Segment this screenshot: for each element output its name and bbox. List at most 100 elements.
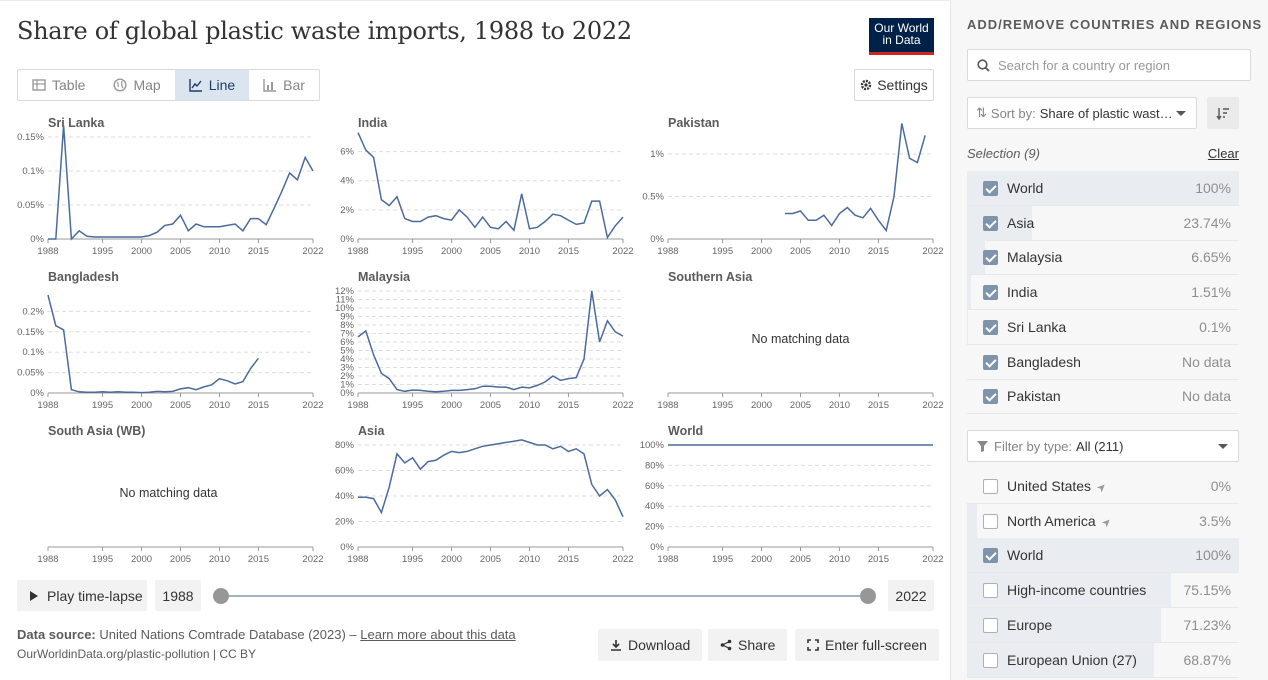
entity-row[interactable]: World 100% <box>967 538 1239 574</box>
entity-value: 71.23% <box>1183 616 1231 633</box>
x-tick-label: 2005 <box>790 400 811 411</box>
settings-button[interactable]: Settings <box>854 69 934 101</box>
x-tick-label: 1995 <box>92 554 113 565</box>
panel-title: South Asia (WB) <box>48 424 145 438</box>
selected-entity-row[interactable]: Asia 23.74% <box>967 205 1239 241</box>
entity-name-text: Malaysia <box>1007 249 1063 266</box>
selected-entity-row[interactable]: Bangladesh No data <box>967 345 1239 380</box>
tab-line[interactable]: Line <box>174 70 250 100</box>
timeline-track[interactable] <box>221 595 868 597</box>
selected-entity-row[interactable]: Pakistan No data <box>967 379 1239 415</box>
logo-line1: Our World <box>874 21 929 35</box>
selector-heading: ADD/REMOVE COUNTRIES AND REGIONS <box>967 17 1263 32</box>
chevron-down-icon <box>1218 444 1228 449</box>
table-icon <box>32 79 46 91</box>
sort-label: Sort by: <box>990 105 1036 121</box>
x-tick-label: 2015 <box>868 554 889 565</box>
y-tick-label: 9% <box>340 312 354 323</box>
x-tick-label: 1995 <box>92 246 113 257</box>
download-button[interactable]: Download <box>598 629 703 661</box>
checkbox[interactable] <box>983 250 998 266</box>
panel-title: Malaysia <box>358 270 411 284</box>
entity-row[interactable]: Europe 71.23% <box>967 607 1239 643</box>
tab-map[interactable]: Map <box>99 70 174 100</box>
entity-value: 100% <box>1195 547 1231 564</box>
checkbox[interactable] <box>983 652 998 668</box>
x-tick-label: 1995 <box>712 554 733 565</box>
entity-row[interactable]: North America ➤ 3.5% <box>967 503 1239 539</box>
sort-descending-icon <box>1216 107 1229 120</box>
checkbox[interactable] <box>983 285 998 301</box>
sort-dropdown[interactable]: ⇅ Sort by: Share of plastic wast… <box>967 97 1197 129</box>
play-timelapse-button[interactable]: Play time-lapse <box>17 580 147 611</box>
x-tick-label: 2010 <box>519 554 540 565</box>
x-tick-label: 2005 <box>170 400 191 411</box>
x-tick-label: 1988 <box>347 246 368 257</box>
panel-title: World <box>668 424 703 438</box>
checkbox[interactable] <box>983 181 998 196</box>
x-tick-label: 2015 <box>868 400 889 411</box>
y-tick-label: 20% <box>335 517 355 528</box>
sort-arrows-icon: ⇅ <box>976 105 987 120</box>
x-tick-label: 2000 <box>441 400 462 411</box>
tab-bar[interactable]: Bar <box>249 70 319 100</box>
share-bar <box>967 275 972 310</box>
selected-entity-row[interactable]: Sri Lanka 0.1% <box>967 309 1239 345</box>
x-tick-label: 2022 <box>922 400 943 411</box>
entity-row[interactable]: United States ➤ 0% <box>967 469 1239 504</box>
checkbox[interactable] <box>983 215 998 231</box>
timeline-end-handle[interactable] <box>860 588 876 604</box>
checkbox[interactable] <box>983 319 998 335</box>
clear-selection-button[interactable]: Clear <box>1207 146 1239 161</box>
checkbox[interactable] <box>983 513 998 529</box>
checkbox[interactable] <box>983 479 998 494</box>
series-line <box>48 125 314 241</box>
y-tick-label: 5% <box>340 346 354 357</box>
x-tick-label: 2015 <box>558 400 579 411</box>
learn-more-link[interactable]: Learn more about this data <box>360 627 516 642</box>
y-tick-label: 1% <box>650 149 664 160</box>
entity-name: World <box>1007 547 1043 563</box>
checkbox[interactable] <box>983 389 998 405</box>
timeline-start-year[interactable]: 1988 <box>155 580 201 611</box>
x-tick-label: 2015 <box>248 400 269 411</box>
entity-value: 68.87% <box>1183 651 1231 668</box>
source-text: United Nations Comtrade Database (2023) … <box>99 627 357 642</box>
entity-name-text: European Union (27) <box>1007 651 1137 668</box>
filter-type-dropdown[interactable]: Filter by type: All (211) <box>967 430 1239 462</box>
fullscreen-button[interactable]: Enter full-screen <box>795 629 939 661</box>
checkbox[interactable] <box>983 617 998 633</box>
entity-row[interactable]: High-income countries 75.15% <box>967 573 1239 609</box>
checkbox[interactable] <box>983 548 998 564</box>
panel-title: Sri Lanka <box>48 116 105 130</box>
owid-logo[interactable]: Our World in Data <box>869 18 934 55</box>
share-bar <box>967 503 977 538</box>
panel-title: India <box>358 116 388 130</box>
checkbox[interactable] <box>983 354 998 370</box>
attribution: OurWorldinData.org/plastic-pollution | C… <box>17 647 256 661</box>
share-button[interactable]: Share <box>708 629 788 661</box>
x-tick-label: 2000 <box>131 400 152 411</box>
small-multiples: Sri Lanka 1988 1995 2000 2005 2010 2015 2022 0% 0… <box>0 109 951 569</box>
timeline-end-year[interactable]: 2022 <box>888 580 934 611</box>
y-tick-label: 10% <box>335 303 355 314</box>
x-tick-label: 1988 <box>37 400 58 411</box>
checkbox[interactable] <box>983 583 998 599</box>
selected-entity-row[interactable]: India 1.51% <box>967 275 1239 311</box>
entity-row[interactable]: European Union (27) 68.87% <box>967 642 1239 678</box>
series-line <box>357 132 624 240</box>
selected-entity-row[interactable]: World 100% <box>967 171 1239 206</box>
y-tick-label: 8% <box>340 320 354 331</box>
source-label: Data source: <box>17 627 96 642</box>
x-tick-label: 1988 <box>657 246 678 257</box>
sort-value: Share of plastic wast… <box>1039 105 1173 121</box>
timeline-start-handle[interactable] <box>213 588 229 604</box>
search-icon <box>977 58 990 72</box>
panel-title: Southern Asia <box>668 270 753 284</box>
y-tick-label: 4% <box>340 354 354 365</box>
search-input[interactable]: Search for a country or region <box>967 49 1251 81</box>
sort-order-button[interactable] <box>1207 97 1239 129</box>
location-arrow-icon: ➤ <box>1099 515 1115 531</box>
tab-table[interactable]: Table <box>18 70 99 100</box>
selected-entity-row[interactable]: Malaysia 6.65% <box>967 240 1239 276</box>
